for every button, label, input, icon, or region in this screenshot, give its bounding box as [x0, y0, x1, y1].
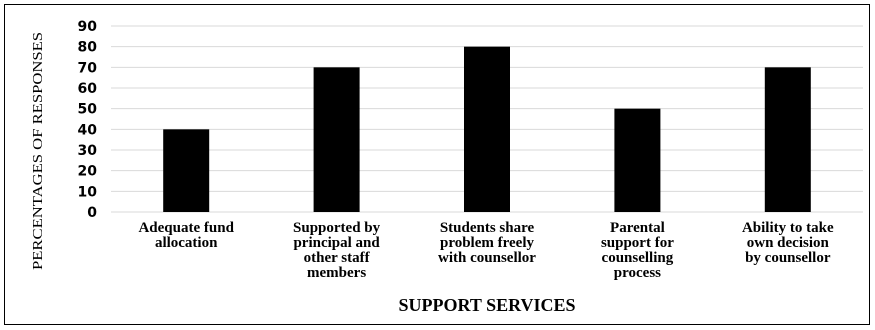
- category-label-line: Adequate fund: [138, 220, 234, 236]
- bar-2: [313, 67, 360, 212]
- category-label-line: own decision: [747, 235, 830, 251]
- category-label-line: process: [614, 265, 661, 281]
- category-label-3: Students share problem freely with counsel…: [438, 220, 536, 266]
- category-label-line: Ability to take: [742, 220, 834, 236]
- bar-3: [464, 46, 510, 212]
- y-tick-label: 60: [78, 81, 98, 97]
- bar-4: [614, 108, 661, 212]
- y-tick-label: 0: [87, 205, 97, 221]
- y-tick-label: 90: [78, 19, 98, 35]
- category-label-line: principal and: [293, 235, 380, 251]
- category-label-line: by counsellor: [745, 250, 831, 266]
- y-tick-label: 20: [78, 164, 98, 180]
- category-label-2: Supported by principal and other staff memb…: [293, 220, 381, 281]
- bar-1: [163, 129, 210, 212]
- y-tick-label: 10: [78, 184, 98, 200]
- y-axis-title: PERCENTAGES OF RESPONSES: [31, 32, 46, 270]
- category-label-line: problem freely: [440, 235, 535, 251]
- category-label-line: with counsellor: [438, 250, 536, 266]
- y-tick-label: 80: [78, 40, 98, 56]
- category-label-line: Students share: [440, 220, 535, 236]
- category-label-line: Parental: [610, 220, 665, 236]
- category-label-line: other staff: [304, 250, 371, 266]
- x-axis-title: SUPPORT SERVICES: [399, 295, 576, 315]
- category-label-4: Parental support for counselling process: [601, 220, 674, 281]
- bar-5: [764, 67, 811, 212]
- y-tick-label: 30: [78, 143, 98, 159]
- category-label-1: Adequate fund allocation: [138, 220, 234, 251]
- category-label-line: Supported by: [293, 220, 381, 236]
- chart-frame: 0 10 20 30 40 50 60 70 80 90 Adequate fund allocat…: [4, 4, 870, 325]
- y-tick-label: 40: [78, 122, 98, 138]
- category-label-line: counselling: [602, 250, 674, 266]
- category-labels: Adequate fund allocation Supported by princ…: [138, 220, 833, 281]
- category-label-line: members: [307, 265, 366, 281]
- y-tick-labels: 0 10 20 30 40 50 60 70 80 90: [78, 19, 98, 221]
- category-label-line: allocation: [155, 235, 218, 251]
- bar-chart: 0 10 20 30 40 50 60 70 80 90 Adequate fund allocat…: [31, 19, 863, 315]
- bars: [163, 46, 811, 212]
- y-tick-label: 50: [78, 102, 98, 118]
- category-label-5: Ability to take own decision by counsellor: [742, 220, 834, 266]
- category-label-line: support for: [601, 235, 674, 251]
- y-tick-label: 70: [78, 60, 98, 76]
